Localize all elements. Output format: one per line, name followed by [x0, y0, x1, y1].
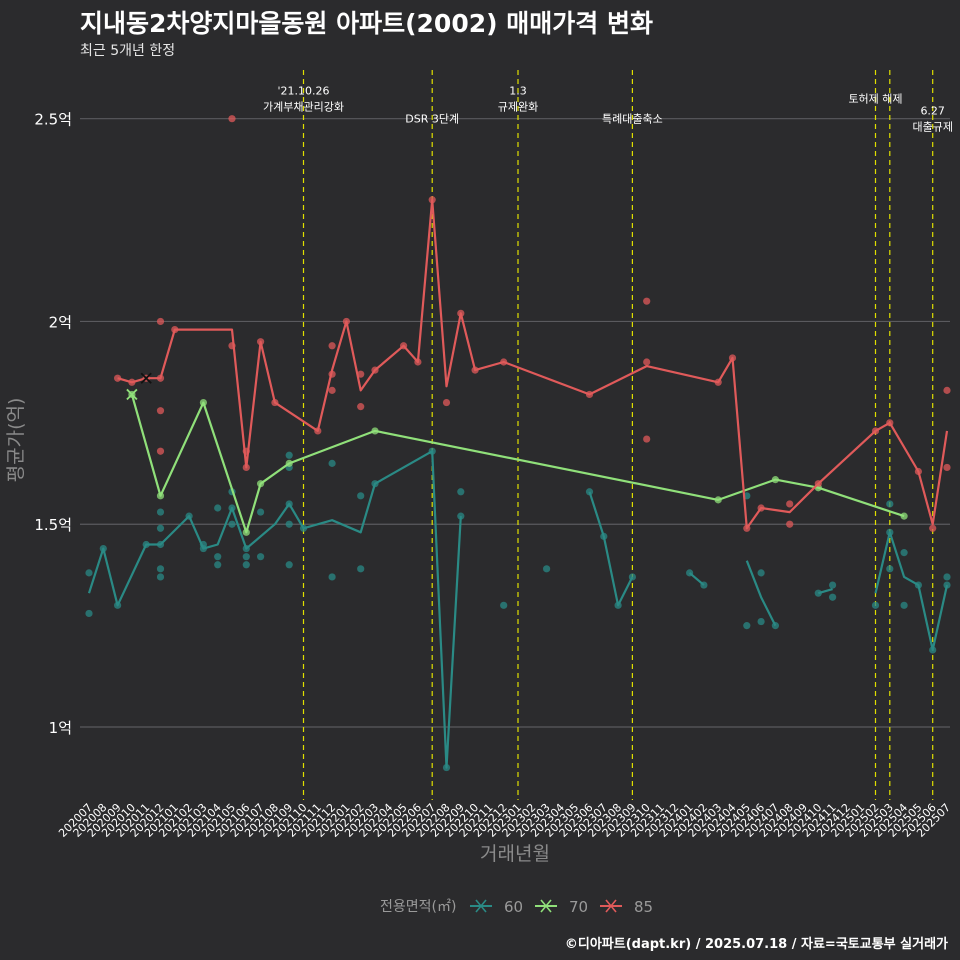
transaction-point-85: [643, 358, 651, 366]
transaction-point-85: [442, 398, 451, 407]
transaction-point-60: [757, 617, 765, 626]
transaction-point-60: [242, 553, 250, 561]
transaction-point-85: [328, 342, 336, 350]
transaction-point-60: [156, 508, 165, 516]
event-label: '21.10.26 가계부채관리강화: [263, 84, 344, 113]
series-line-70: [130, 394, 905, 534]
series-line-60: [817, 588, 833, 595]
legend-title: 전용면적(㎡): [380, 899, 456, 915]
y-axis-label: 평균가(억): [5, 398, 27, 483]
transaction-point-60: [829, 581, 837, 589]
transaction-point-85: [156, 317, 165, 326]
event-label: DSR 3단계: [405, 113, 459, 126]
series-line-60: [87, 450, 462, 769]
series-line-60: [745, 560, 777, 627]
transaction-point-60: [214, 504, 222, 512]
chart-subtitle: 최근 5개년 한정: [80, 43, 176, 59]
transaction-point-60: [214, 553, 222, 561]
transaction-point-70: [900, 512, 908, 520]
legend-key-marker-85: [605, 899, 617, 913]
transaction-point-85: [943, 386, 951, 394]
transaction-point-60: [328, 573, 336, 581]
event-label: 특례대출축소: [602, 113, 663, 126]
transaction-point-60: [543, 565, 551, 573]
transaction-point-60: [85, 609, 93, 618]
transaction-point-85: [357, 370, 365, 378]
average-price-lines: [87, 198, 949, 769]
x-axis-label: 거래년월: [480, 843, 550, 865]
transaction-point-60: [886, 500, 894, 508]
y-tick-label: 2억: [49, 313, 72, 331]
transaction-point-60: [757, 569, 765, 577]
axes: 1억1.5억2억2.5억2020072020082020092020102020…: [34, 111, 953, 840]
transaction-point-60: [357, 492, 365, 500]
transaction-point-85: [156, 407, 165, 415]
transaction-point-85: [156, 447, 165, 455]
chart-title: 지내동2차양지마을동원 아파트(2002) 매매가격 변화: [80, 9, 653, 38]
transaction-point-60: [457, 488, 465, 496]
transaction-point-60: [871, 601, 880, 609]
transaction-point-60: [214, 561, 222, 569]
transaction-point-85: [643, 435, 651, 443]
legend-label-70: 70: [569, 898, 588, 916]
transaction-point-60: [943, 581, 951, 589]
transaction-point-60: [285, 561, 293, 569]
transaction-point-60: [585, 488, 594, 496]
transaction-point-85: [643, 297, 651, 305]
transaction-point-85: [357, 403, 365, 411]
event-label: 6.27 대출규제: [912, 105, 952, 134]
transaction-point-85: [328, 386, 336, 394]
series-70-marker: [126, 388, 138, 401]
legend: 전용면적(㎡) 60 70 85: [380, 898, 653, 916]
series-85-marker: [140, 372, 152, 384]
transaction-point-60: [257, 553, 265, 561]
transaction-point-60: [156, 573, 165, 581]
series-line-60: [688, 572, 705, 586]
event-label: 토허제 해제: [848, 91, 902, 105]
transaction-point-60: [943, 573, 951, 581]
transaction-point-85: [943, 463, 951, 472]
transaction-point-60: [328, 459, 336, 467]
transaction-point-60: [357, 565, 365, 573]
series-line-85: [117, 198, 949, 530]
series-line-60: [874, 531, 949, 651]
transaction-point-85: [786, 520, 794, 528]
transaction-point-85: [929, 524, 937, 532]
transaction-point-60: [257, 508, 265, 516]
legend-key-marker-70: [540, 899, 552, 913]
transaction-point-60: [228, 520, 236, 528]
event-label: 1.3 규제완화: [498, 84, 538, 113]
transaction-point-60: [886, 565, 894, 573]
series-markers: [126, 372, 152, 401]
legend-key-marker-60: [475, 899, 487, 913]
transaction-point-60: [771, 622, 780, 630]
transaction-point-60: [156, 565, 165, 573]
transaction-point-60: [829, 593, 837, 601]
transaction-point-85: [786, 500, 794, 508]
transaction-point-60: [743, 622, 751, 630]
source-caption: ©디아파트(dapt.kr) / 2025.07.18 / 자료=국토교통부 실…: [564, 937, 948, 952]
transaction-point-60: [900, 549, 908, 557]
legend-label-85: 85: [634, 898, 653, 916]
transaction-point-60: [500, 601, 508, 609]
y-tick-label: 2.5억: [34, 111, 72, 129]
legend-label-60: 60: [504, 898, 523, 916]
transaction-point-60: [242, 561, 250, 569]
series-line-60: [588, 491, 634, 607]
y-tick-label: 1.5억: [34, 516, 72, 534]
transaction-point-60: [156, 524, 165, 532]
transaction-point-85: [228, 115, 236, 123]
y-tick-label: 1억: [49, 719, 72, 737]
transaction-point-60: [285, 451, 293, 459]
transaction-point-60: [85, 569, 93, 577]
transaction-point-60: [285, 520, 293, 528]
transaction-point-60: [900, 601, 908, 609]
